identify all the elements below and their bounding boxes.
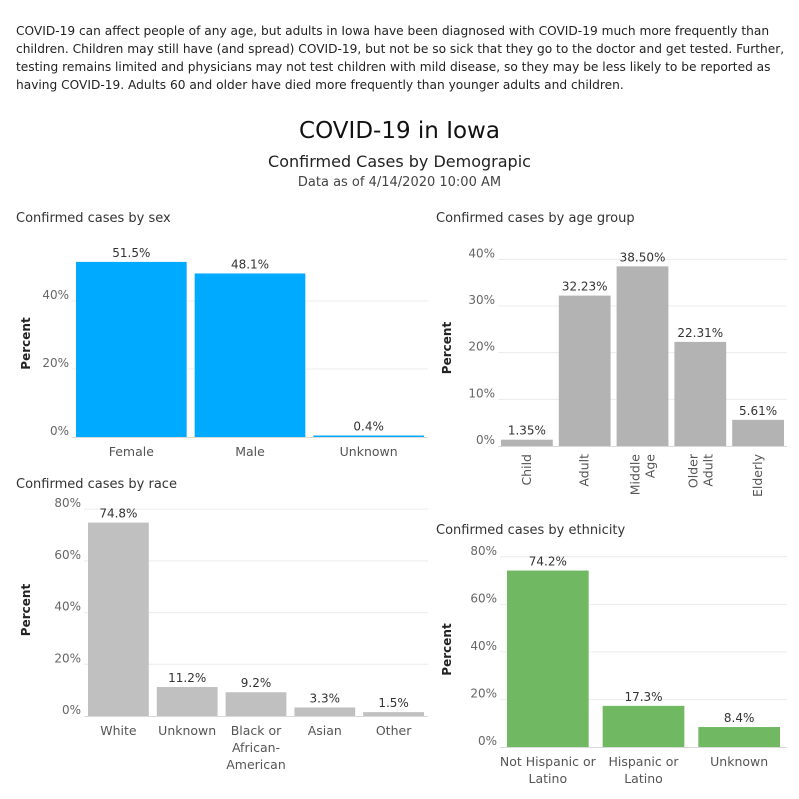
ethnicity-data-label: 8.4% bbox=[724, 711, 755, 725]
race-y-tick-label: 60% bbox=[54, 548, 81, 562]
race-category-label: White bbox=[100, 723, 137, 738]
race-chart-title: Confirmed cases by race bbox=[16, 477, 177, 492]
age-chart-title: Confirmed cases by age group bbox=[436, 211, 635, 226]
age-category-label: Adult bbox=[700, 454, 715, 487]
ethnicity-y-tick-label: 40% bbox=[470, 639, 497, 653]
sex-chart-title: Confirmed cases by sex bbox=[16, 211, 171, 226]
age-y-tick-label: 20% bbox=[468, 340, 495, 354]
age-data-label: 38.50% bbox=[620, 250, 666, 264]
age-y-tick-label: 30% bbox=[468, 293, 495, 307]
race-bar bbox=[225, 692, 287, 716]
race-y-tick-label: 0% bbox=[62, 703, 81, 717]
sex-category-label: Male bbox=[235, 444, 265, 459]
age-category-label: Elderly bbox=[750, 453, 765, 497]
ethnicity-category-label: Unknown bbox=[710, 754, 768, 769]
race-data-label: 11.2% bbox=[168, 671, 206, 685]
ethnicity-y-tick-label: 80% bbox=[470, 544, 497, 558]
age-category-label: Age bbox=[643, 454, 658, 478]
sex-data-label: 0.4% bbox=[353, 420, 384, 434]
age-bar bbox=[732, 419, 784, 446]
age-bar bbox=[674, 341, 727, 446]
age-bar bbox=[501, 439, 553, 446]
age-data-label: 1.35% bbox=[508, 424, 546, 438]
sex-data-label: 48.1% bbox=[231, 257, 269, 271]
race-bar bbox=[363, 712, 424, 716]
ethnicity-y-axis-label: Percent bbox=[440, 623, 454, 676]
race-category-label: Asian bbox=[308, 723, 342, 738]
data-date: Data as of 4/14/2020 10:00 AM bbox=[297, 175, 502, 190]
age-category-label: Middle bbox=[628, 454, 643, 496]
ethnicity-category-label: Hispanic or bbox=[608, 754, 679, 769]
race-data-label: 9.2% bbox=[241, 676, 272, 690]
sex-bar bbox=[76, 261, 187, 437]
age-bar bbox=[616, 266, 669, 446]
ethnicity-category-label: Not Hispanic or bbox=[500, 754, 597, 769]
race-data-label: 1.5% bbox=[378, 696, 409, 710]
race-y-axis-label: Percent bbox=[19, 584, 33, 637]
race-bar bbox=[294, 707, 356, 716]
ethnicity-bar bbox=[507, 570, 589, 747]
race-category-label: Unknown bbox=[158, 723, 216, 738]
sex-category-label: Unknown bbox=[340, 444, 398, 459]
ethnicity-bar bbox=[602, 705, 685, 747]
age-category-label: Older bbox=[685, 453, 700, 488]
race-bar bbox=[88, 522, 149, 716]
ethnicity-data-label: 17.3% bbox=[624, 690, 662, 704]
sex-y-tick-label: 0% bbox=[50, 424, 69, 438]
race-y-tick-label: 80% bbox=[54, 496, 81, 510]
page-subtitle: Confirmed Cases by Demograpic bbox=[268, 152, 531, 171]
sex-y-tick-label: 40% bbox=[42, 288, 69, 302]
ethnicity-y-tick-label: 60% bbox=[470, 591, 497, 605]
sex-category-label: Female bbox=[109, 444, 155, 459]
race-y-tick-label: 40% bbox=[54, 600, 81, 614]
race-data-label: 74.8% bbox=[99, 507, 137, 521]
sex-bar bbox=[194, 273, 306, 437]
sex-y-tick-label: 20% bbox=[42, 356, 69, 370]
age-data-label: 5.61% bbox=[739, 404, 777, 418]
age-y-axis-label: Percent bbox=[440, 322, 454, 375]
race-bar bbox=[156, 687, 218, 716]
sex-bar bbox=[313, 435, 424, 437]
race-y-tick-label: 20% bbox=[54, 651, 81, 665]
race-category-label: Other bbox=[376, 723, 412, 738]
ethnicity-category-label: Latino bbox=[529, 771, 568, 786]
age-category-label: Adult bbox=[577, 454, 592, 487]
age-y-tick-label: 0% bbox=[476, 433, 495, 447]
sex-data-label: 51.5% bbox=[112, 246, 150, 260]
race-category-label: Black or bbox=[231, 723, 282, 738]
ethnicity-data-label: 74.2% bbox=[529, 555, 567, 569]
ethnicity-y-tick-label: 0% bbox=[478, 734, 497, 748]
age-y-tick-label: 10% bbox=[468, 386, 495, 400]
age-y-tick-label: 40% bbox=[468, 246, 495, 260]
ethnicity-bar bbox=[698, 727, 780, 747]
age-data-label: 32.23% bbox=[562, 280, 608, 294]
intro-text: COVID-19 can affect people of any age, b… bbox=[16, 24, 785, 92]
age-data-label: 22.31% bbox=[677, 326, 723, 340]
age-bar bbox=[558, 295, 611, 446]
ethnicity-category-label: Latino bbox=[624, 771, 663, 786]
sex-y-axis-label: Percent bbox=[19, 317, 33, 370]
race-data-label: 3.3% bbox=[310, 691, 341, 705]
age-category-label: Child bbox=[519, 454, 534, 486]
race-category-label: American bbox=[226, 757, 286, 772]
race-category-label: African- bbox=[232, 740, 280, 755]
ethnicity-y-tick-label: 20% bbox=[470, 686, 497, 700]
page-title: COVID-19 in Iowa bbox=[299, 118, 500, 144]
ethnicity-chart-title: Confirmed cases by ethnicity bbox=[436, 523, 626, 538]
